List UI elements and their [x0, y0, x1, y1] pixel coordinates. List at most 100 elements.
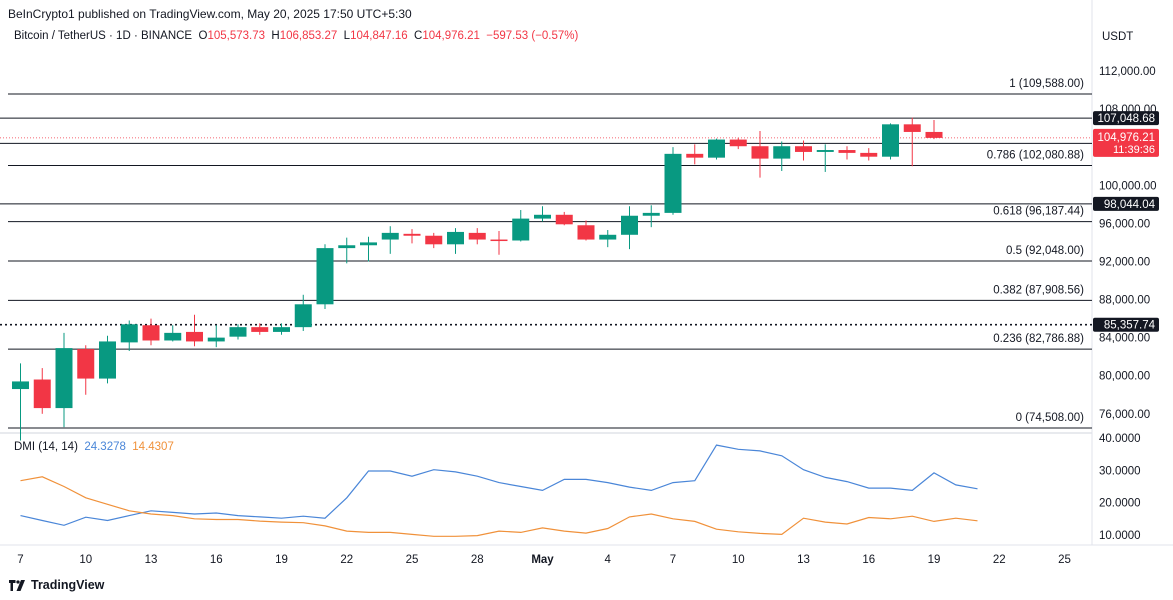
line-price-tag: 85,357.74 — [1104, 320, 1156, 332]
price-tick-label: 80,000.00 — [1099, 371, 1150, 383]
candle-body — [925, 131, 943, 138]
time-tick-label: 7 — [17, 554, 23, 566]
dmi-tick-label: 10.0000 — [1099, 530, 1141, 542]
candle-body — [360, 242, 377, 246]
time-tick-label: 13 — [797, 554, 810, 566]
dmi-label: DMI (14, 14) — [14, 441, 78, 453]
high-value: 106,853.27 — [279, 30, 338, 42]
dmi-axis[interactable]: 40.0000 30.0000 20.0000 10.0000 — [1099, 433, 1141, 542]
symbol-title: Bitcoin / TetherUS · 1D · BINANCE — [14, 30, 193, 42]
candle-body — [882, 124, 899, 157]
fib-level-label: 0.236 (82,786.88) — [993, 333, 1084, 345]
dmi-plus-line — [20, 444, 978, 526]
candle-body — [773, 146, 791, 159]
price-tick-label: 96,000.00 — [1099, 218, 1150, 230]
candle-body — [816, 150, 834, 152]
candle-body — [664, 153, 682, 213]
candle-body — [186, 331, 203, 342]
time-axis[interactable]: 7 10 13 16 19 22 25 28 May 4 7 10 13 16 19 22 25 — [17, 554, 1071, 566]
candle-body — [55, 348, 73, 409]
high-label: H — [271, 30, 280, 42]
open-label: O — [198, 30, 208, 42]
price-tick-label: 84,000.00 — [1099, 333, 1150, 345]
chart-frame — [0, 0, 1173, 546]
countdown-tag: 11:39:36 — [1113, 144, 1155, 156]
candle-body — [294, 304, 312, 328]
time-tick-label: 22 — [993, 554, 1006, 566]
close-value: 104,976.21 — [422, 30, 480, 42]
candlestick-series — [12, 117, 943, 441]
low-label: L — [343, 30, 351, 42]
candle-body — [77, 349, 95, 379]
candle-body — [534, 214, 551, 219]
low-value: 104,847.16 — [350, 30, 408, 42]
fib-level-label: 0.786 (102,080.88) — [987, 149, 1084, 161]
candle-body — [860, 152, 878, 157]
line-price-tag-bg — [1093, 111, 1159, 126]
price-tags: 107,048.68104,395.3098,044.0485,357.7410… — [1093, 111, 1159, 332]
time-tick-label: 10 — [79, 554, 92, 566]
time-tick-label: 22 — [340, 554, 353, 566]
tradingview-brand[interactable]: TradingView — [9, 578, 104, 592]
symbol-legend[interactable]: Bitcoin / TetherUS · 1D · BINANCE O105,5… — [14, 30, 578, 42]
dmi-tick-label: 20.0000 — [1099, 498, 1141, 510]
candle-body — [468, 232, 486, 240]
candle-body — [316, 248, 334, 305]
candle-body — [164, 332, 182, 341]
price-tick-label: 92,000.00 — [1099, 256, 1150, 268]
brand-name: TradingView — [31, 578, 105, 592]
dmi-legend[interactable]: DMI (14, 14) 24.3278 14.4307 — [14, 441, 174, 453]
dmi-plus-value: 24.3278 — [84, 441, 126, 453]
candle-body — [12, 381, 29, 390]
close-label: C — [414, 30, 423, 42]
candle-body — [621, 215, 638, 235]
fib-level-label: 0.618 (96,187.44) — [993, 206, 1084, 218]
candle-body — [33, 379, 51, 409]
fib-level-label: 1 (109,588.00) — [1009, 78, 1084, 90]
time-tick-label: May — [531, 554, 554, 566]
time-tick-label: 10 — [732, 554, 745, 566]
candle-body — [903, 124, 921, 132]
candle-body — [403, 233, 421, 236]
last-price-tag: 104,976.21 — [1097, 132, 1155, 144]
time-tick-label: 19 — [928, 554, 941, 566]
time-tick-label: 13 — [145, 554, 158, 566]
time-tick-label: 19 — [275, 554, 288, 566]
price-tick-label: 88,000.00 — [1099, 295, 1150, 307]
dmi-minus-line — [20, 476, 978, 537]
candle-body — [490, 239, 508, 242]
line-price-tag-bg — [1093, 317, 1159, 332]
candle-body — [229, 327, 247, 337]
change-value: −597.53 (−0.57%) — [486, 30, 579, 42]
time-tick-label: 16 — [862, 554, 875, 566]
time-tick-label: 7 — [670, 554, 676, 566]
candle-body — [795, 146, 812, 152]
line-price-tag: 107,048.68 — [1097, 113, 1155, 125]
candle-body — [555, 214, 573, 225]
candle-body — [142, 325, 160, 341]
tradingview-logo-icon — [9, 579, 25, 591]
dmi-tick-label: 30.0000 — [1099, 465, 1141, 477]
dmi-minus-value: 14.4307 — [132, 441, 174, 453]
horizontal-lines — [0, 117, 1092, 326]
price-tick-label: 112,000.00 — [1099, 66, 1156, 78]
currency-label[interactable]: USDT — [1102, 31, 1134, 43]
price-tick-label: 100,000.00 — [1099, 180, 1157, 192]
candle-body — [99, 341, 116, 379]
candle-body — [120, 324, 138, 343]
candle-body — [838, 150, 856, 153]
line-price-tag: 98,044.04 — [1104, 199, 1156, 211]
candle-body — [207, 337, 225, 342]
candle-body — [642, 212, 660, 216]
time-tick-label: 16 — [210, 554, 223, 566]
dmi-pane — [20, 444, 978, 537]
candle-body — [708, 139, 725, 158]
publisher-line: BeInCrypto1 published on TradingView.com… — [8, 7, 412, 21]
time-tick-label: 4 — [605, 554, 612, 566]
last-price-tag-bg — [1093, 128, 1159, 157]
fib-level-label: 0.5 (92,048.00) — [1006, 245, 1084, 257]
candle-body — [729, 139, 747, 147]
open-value: 105,573.73 — [207, 30, 265, 42]
candle-body — [425, 235, 443, 245]
